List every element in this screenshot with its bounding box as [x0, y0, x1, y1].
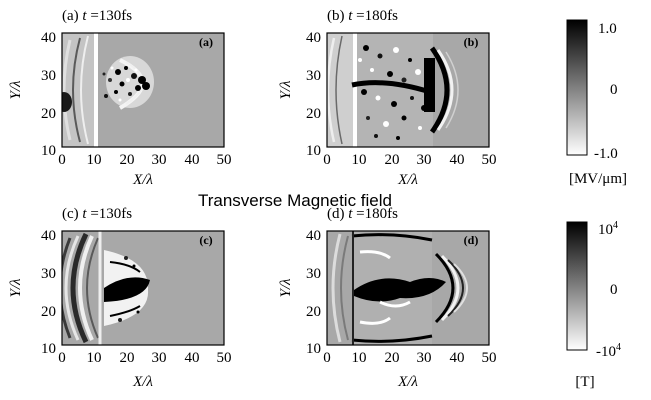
- colorbar-electric-tick: 0: [610, 82, 618, 98]
- panel-d-yticks: 40 30 20 10: [306, 228, 321, 357]
- panel-d-ytick: 20: [306, 304, 321, 320]
- panel-b-ytick: 10: [306, 143, 321, 159]
- panel-d-xtick: 0: [323, 350, 331, 366]
- panel-b-title: (b) t =180fs: [327, 8, 398, 24]
- colorbar-magnetic: 104 0 -104 [T]: [566, 220, 621, 390]
- panel-c-ytick: 20: [41, 304, 56, 320]
- panel-a-xtick: 0: [58, 152, 66, 168]
- panel-c-yticks: 40 30 20 10: [41, 228, 56, 357]
- panel-a-xtick: 50: [217, 152, 232, 168]
- panel-b: (b) t =180fs: [278, 8, 497, 168]
- panel-b-tag: (b): [464, 35, 479, 49]
- panel-d-frame: [326, 230, 490, 346]
- colorbar-magnetic-tick-top: 104: [598, 220, 618, 238]
- panel-b-xticks: 0 10 20 30 40 50: [323, 152, 496, 168]
- panel-a-xtick: 20: [120, 152, 135, 168]
- panel-d-xtick: 50: [482, 350, 497, 366]
- panel-c-xticks: 0 10 20 30 40 50: [58, 350, 231, 366]
- panel-d-ytick: 10: [306, 341, 321, 357]
- panel-a-ytick: 40: [41, 30, 56, 46]
- colorbar-electric-unit: [MV/μm]: [569, 171, 627, 187]
- panel-a-xticks: 0 10 20 30 40 50: [58, 152, 231, 168]
- panel-d-tag: (d): [464, 233, 479, 247]
- panel-a-xtick: 10: [87, 152, 102, 168]
- panel-c-ylabel: Y/λ: [8, 278, 24, 298]
- panel-d: (d) t =180fs (d) 0 10 20 30 40: [278, 206, 497, 390]
- colorbar-magnetic-tick-bottom: -104: [596, 342, 621, 360]
- panel-a-field: [62, 33, 224, 147]
- panel-c-title: (c) t =130fs: [62, 206, 132, 222]
- colorbar-electric-tick: 1.0: [598, 21, 617, 37]
- panel-d-xtick: 30: [417, 350, 432, 366]
- panel-c-xtick: 30: [152, 350, 167, 366]
- panel-c: (c) t =130fs (c) 0 10 20 30 40 50: [8, 206, 232, 390]
- panel-c-frame: [61, 230, 225, 346]
- panel-a: (a) t =130fs (a): [8, 8, 232, 168]
- panel-a-title: (a) t =130fs: [62, 8, 132, 24]
- panel-c-xtick: 0: [58, 350, 66, 366]
- panel-b-frame: [326, 32, 490, 148]
- panel-d-field: [327, 231, 489, 345]
- panel-c-xtick: 50: [217, 350, 232, 366]
- panel-d-xtick: 20: [385, 350, 400, 366]
- colorbar-magnetic-gradient: [566, 221, 588, 351]
- panel-a-xtick: 40: [185, 152, 200, 168]
- panel-a-ylabel: Y/λ: [8, 80, 24, 100]
- panel-b-field: [327, 33, 489, 147]
- panel-a-ytick: 30: [41, 68, 56, 84]
- panel-c-xtick: 10: [87, 350, 102, 366]
- colorbar-electric-tick: -1.0: [594, 146, 618, 162]
- panel-c-xlabel: X/λ: [132, 374, 153, 390]
- panel-d-xticks: 0 10 20 30 40 50: [323, 350, 496, 366]
- panel-d-ylabel: Y/λ: [278, 278, 294, 298]
- panel-d-xtick: 10: [352, 350, 367, 366]
- panel-d-ytick: 30: [306, 266, 321, 282]
- panel-c-tag: (c): [199, 233, 212, 247]
- panel-c-ytick: 40: [41, 228, 56, 244]
- panel-a-ytick: 10: [41, 143, 56, 159]
- colorbar-magnetic-tick-mid: 0: [610, 282, 618, 298]
- panel-c-ytick: 30: [41, 266, 56, 282]
- panel-b-xtick: 10: [352, 152, 367, 168]
- colorbar-electric-ticks: 1.0 0 -1.0: [594, 21, 618, 162]
- panel-b-yticks: 40 30 20 10: [306, 30, 321, 159]
- section-title: Transverse Magnetic field: [198, 191, 392, 210]
- panel-a-xlabel: X/λ: [132, 172, 153, 188]
- panel-b-xtick: 0: [323, 152, 331, 168]
- panel-a-ytick: 20: [41, 106, 56, 122]
- colorbar-electric-gradient: [566, 19, 588, 156]
- panel-b-xtick: 50: [482, 152, 497, 168]
- panel-c-ytick: 10: [41, 341, 56, 357]
- panel-d-title: (d) t =180fs: [327, 206, 398, 222]
- panel-b-ylabel: Y/λ: [278, 80, 294, 100]
- panel-a-frame: [61, 32, 225, 148]
- panel-d-xtick: 40: [450, 350, 465, 366]
- panel-b-xlabel: X/λ: [397, 172, 418, 188]
- panel-b-xtick: 20: [385, 152, 400, 168]
- panel-c-field: [62, 231, 224, 345]
- panel-d-xlabel: X/λ: [397, 374, 418, 390]
- panel-b-ytick: 30: [306, 68, 321, 84]
- panel-a-speckle: [102, 66, 150, 102]
- panel-b-xtick: 30: [417, 152, 432, 168]
- panel-c-xtick: 20: [120, 350, 135, 366]
- colorbar-electric: 1.0 0 -1.0 [MV/μm]: [566, 19, 627, 187]
- panel-a-tag: (a): [199, 35, 213, 49]
- panel-a-xtick: 30: [152, 152, 167, 168]
- panel-d-ytick: 40: [306, 228, 321, 244]
- panel-b-ytick: 40: [306, 30, 321, 46]
- panel-c-xtick: 40: [185, 350, 200, 366]
- panel-a-yticks: 40 30 20 10: [41, 30, 56, 159]
- panel-b-ytick: 20: [306, 106, 321, 122]
- colorbar-magnetic-unit: [T]: [575, 374, 594, 390]
- panel-b-xtick: 40: [450, 152, 465, 168]
